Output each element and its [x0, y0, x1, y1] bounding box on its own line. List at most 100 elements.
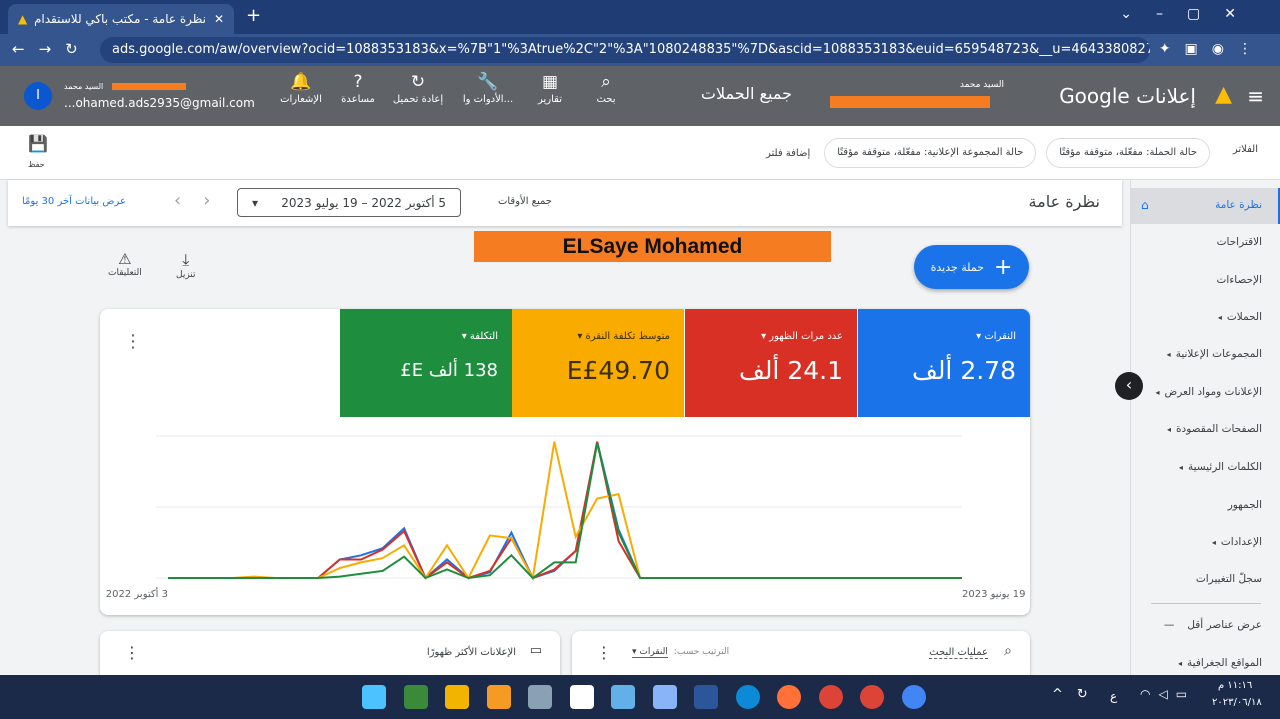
last-30-days-link[interactable]: عرض بيانات آخر 30 يومًا: [22, 196, 126, 207]
metric-clicks[interactable]: النقرات ▾ 2.78 ألف: [858, 309, 1030, 417]
firefox-taskbar-icon[interactable]: [777, 685, 801, 709]
sidebar-item[interactable]: الجمهور: [1228, 499, 1262, 511]
expand-arrow-icon[interactable]: ◂: [1166, 349, 1171, 359]
language-indicator[interactable]: ع: [1110, 689, 1118, 703]
sidebar-item[interactable]: الإحصاءات: [1217, 274, 1262, 286]
series-line: [168, 441, 962, 580]
sidebar-item-label: نظرة عامة: [1215, 199, 1262, 211]
new-tab-icon[interactable]: +: [246, 5, 262, 26]
sidebar-item[interactable]: الإعدادات ◂: [1212, 536, 1262, 548]
avatar[interactable]: I: [24, 82, 52, 110]
sort-control: الترتيب حسب: النقرات ▾: [632, 647, 729, 658]
dropdown-arrow-icon: ▾: [252, 195, 259, 210]
sidebar-item[interactable]: الحملات ◂: [1218, 311, 1262, 323]
download-button[interactable]: ⤓ تنزيل: [176, 250, 196, 280]
sidebar-item[interactable]: الاقتراحات: [1217, 236, 1262, 248]
search-terms-card: ⌕ عمليات البحث الترتيب حسب: النقرات ▾ ⋮: [572, 631, 1030, 681]
tool-search[interactable]: ⌕ بحث: [579, 72, 633, 105]
wrench-icon: 🔧: [477, 72, 499, 92]
network-volume-battery-icons[interactable]: ◠◁▭: [1140, 687, 1196, 701]
sort-dropdown[interactable]: النقرات ▾: [632, 647, 668, 658]
more-options-icon[interactable]: ⋮: [596, 643, 612, 662]
metric-value: 24.1 ألف: [738, 356, 843, 385]
chrome-profile-2-taskbar-icon[interactable]: [901, 685, 926, 709]
address-bar: ←→↻ ads.google.com/aw/overview?ocid=1088…: [0, 34, 1280, 66]
tool-reports[interactable]: ▦ تقارير: [523, 72, 577, 105]
sidebar-item[interactable]: عرض عناصر أقل —: [1164, 619, 1262, 631]
store-taskbar-icon[interactable]: [569, 685, 594, 709]
feedback-button[interactable]: ⚠ التعليقات: [108, 250, 142, 278]
metric-cost[interactable]: التكلفة ▾ 138 ألف E£: [340, 309, 512, 417]
card-title: الإعلانات الأكثر ظهورًا: [426, 647, 516, 658]
collapse-icon[interactable]: —: [1163, 619, 1175, 631]
date-range-picker[interactable]: ▾ 5 أكتوبر 2022 – 19 يوليو 2023: [237, 188, 461, 217]
filter-chip-adgroup-status[interactable]: حالة المجموعة الإعلانية: مفعّلة، متوقفة …: [824, 138, 1037, 168]
sidebar-item[interactable]: الإعلانات ومواد العرض ◂: [1155, 386, 1262, 398]
sidebar-item[interactable]: الصفحات المقصودة ◂: [1167, 423, 1262, 435]
tray-icons[interactable]: ^↻: [1052, 687, 1102, 702]
menu-icon[interactable]: ≡: [1247, 84, 1264, 108]
expand-arrow-icon[interactable]: ◂: [1178, 462, 1183, 472]
metric-value: E£49.70: [566, 356, 670, 385]
windows-taskbar: ^↻ ع ◠◁▭ ١١:١٦ م ٢٠٢٣/٠٦/١٨: [0, 675, 1280, 719]
more-options-icon[interactable]: ⋮: [124, 331, 142, 352]
sidebar-item[interactable]: المواقع الجغرافية ◂: [1178, 657, 1262, 669]
tool-help[interactable]: ? مساعدة: [331, 72, 385, 105]
prev-next-period-icons[interactable]: ‹›: [174, 190, 233, 211]
search-icon: ⌕: [601, 72, 611, 92]
start-taskbar-icon[interactable]: [362, 685, 386, 709]
tool-label: إعادة تحميل: [392, 94, 444, 105]
page-scope[interactable]: جميع الحملات: [700, 84, 792, 103]
expand-arrow-icon[interactable]: ◂: [1217, 312, 1222, 322]
sidebar-item[interactable]: سجلّ التغييرات: [1196, 573, 1262, 585]
sidebar-item[interactable]: نظرة عامة: [1215, 199, 1262, 211]
expand-arrow-icon[interactable]: ◂: [1178, 658, 1183, 668]
file-explorer-taskbar-icon[interactable]: [445, 685, 469, 709]
url-input[interactable]: ads.google.com/aw/overview?ocid=10883531…: [100, 37, 1150, 63]
more-options-icon[interactable]: ⋮: [124, 643, 140, 662]
sidebar-item[interactable]: المجموعات الإعلانية ◂: [1167, 348, 1262, 360]
card-title[interactable]: عمليات البحث: [929, 647, 988, 659]
word-taskbar-icon[interactable]: [694, 685, 718, 709]
metric-impressions[interactable]: عدد مرات الظهور ▾ 24.1 ألف: [685, 309, 857, 417]
chrome-profile-taskbar-icon[interactable]: [860, 685, 884, 709]
filter-bar: 💾 حفظ الفلاتر حالة الحملة: مفعّلة، متوقف…: [0, 126, 1280, 180]
expand-arrow-icon[interactable]: ◂: [1211, 537, 1216, 547]
series-line: [168, 441, 962, 580]
expand-arrow-icon[interactable]: ◂: [1167, 424, 1172, 434]
browser-toolbar-icons[interactable]: ✦▣◉⋮: [1158, 41, 1266, 57]
save-icon[interactable]: 💾: [28, 134, 48, 153]
sidebar-item-active[interactable]: [1131, 188, 1280, 224]
metric-avg-cpc[interactable]: متوسط تكلفة النقرة ▾ E£49.70: [512, 309, 684, 417]
new-campaign-button[interactable]: + حملة جديدة: [914, 245, 1029, 289]
paint-taskbar-icon[interactable]: [611, 685, 635, 709]
collapse-sidebar-button[interactable]: ‹: [1115, 372, 1143, 400]
clock-time[interactable]: ١١:١٦ م: [1218, 680, 1253, 691]
sidebar-item[interactable]: الكلمات الرئيسية ◂: [1179, 461, 1262, 473]
notepad-taskbar-icon[interactable]: [652, 685, 677, 709]
date-range-value: 5 أكتوبر 2022 – 19 يوليو 2023: [281, 195, 446, 210]
expand-arrow-icon[interactable]: ◂: [1155, 387, 1160, 397]
edge-taskbar-icon[interactable]: [735, 685, 760, 709]
close-tab-icon[interactable]: ✕: [213, 12, 224, 26]
calculator-taskbar-icon[interactable]: [528, 685, 552, 709]
window-controls[interactable]: ⌄–▢✕: [1120, 6, 1260, 22]
clock-date[interactable]: ٢٠٢٣/٠٦/١٨: [1212, 697, 1262, 708]
tool-notifications[interactable]: 🔔 الإشعارات: [272, 72, 330, 105]
filter-chip-campaign-status[interactable]: حالة الحملة: مفعّلة، متوقفة مؤقتًا: [1046, 138, 1210, 168]
top-ads-card: ▭ الإعلانات الأكثر ظهورًا ⋮: [100, 631, 560, 681]
add-filter-button[interactable]: إضافة فلتر: [765, 147, 811, 159]
app-taskbar-icon[interactable]: [403, 685, 428, 709]
browser-tab[interactable]: ✕ نظرة عامة - مكتب باكي للاستقدام ▲: [8, 4, 234, 34]
tool-tools[interactable]: 🔧 الأدوات وا...: [455, 72, 521, 105]
nav-buttons-icon[interactable]: ←→↻: [12, 40, 92, 58]
sidebar-item-label: الجمهور: [1227, 499, 1262, 511]
chrome-taskbar-icon[interactable]: [818, 685, 843, 709]
feedback-icon: ⚠: [118, 250, 132, 268]
vm-taskbar-icon[interactable]: [486, 685, 511, 709]
tool-label: مساعدة: [341, 94, 375, 105]
sidebar-item-label: الإعلانات ومواد العرض: [1164, 386, 1263, 398]
save-label[interactable]: حفظ: [28, 160, 45, 169]
tool-refresh[interactable]: ↻ إعادة تحميل: [391, 72, 445, 105]
account-label[interactable]: السيد محمد: [959, 80, 1004, 90]
